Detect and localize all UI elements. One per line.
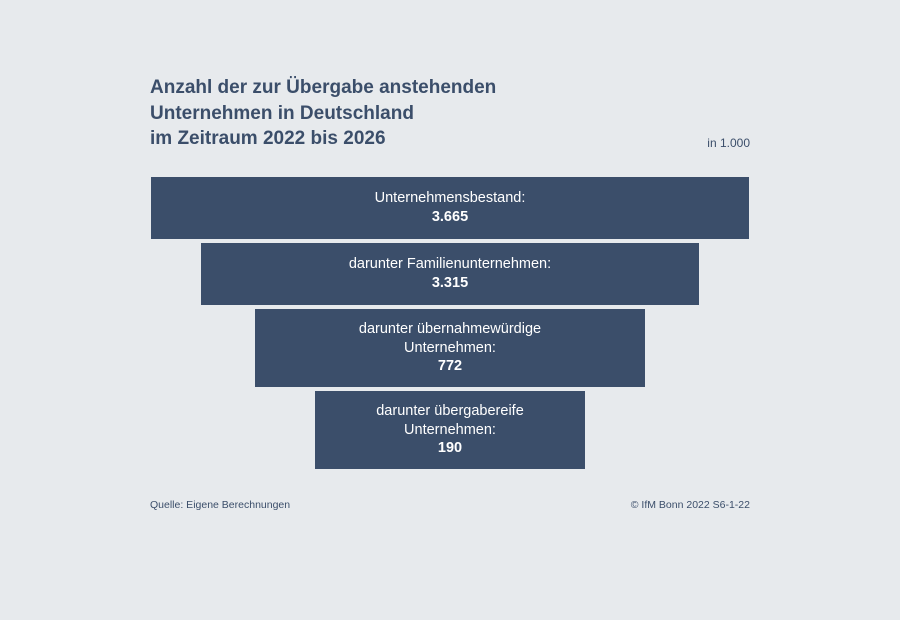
funnel-step-value: 3.315: [432, 274, 468, 293]
chart-footer: Quelle: Eigene Berechnungen © IfM Bonn 2…: [150, 499, 750, 511]
funnel-step: darunter übergabereifeUnternehmen:190: [315, 391, 585, 469]
source-label: Quelle: Eigene Berechnungen: [150, 499, 290, 511]
chart-title: Anzahl der zur Übergabe anstehenden Unte…: [150, 75, 496, 152]
copyright-label: © IfM Bonn 2022 S6-1-22: [631, 499, 750, 511]
chart-container: Anzahl der zur Übergabe anstehenden Unte…: [150, 75, 750, 511]
funnel-chart: Unternehmensbestand:3.665darunter Famili…: [150, 177, 750, 469]
funnel-step-value: 190: [438, 439, 462, 458]
funnel-step-value: 772: [438, 357, 462, 376]
funnel-step-label: darunter Familienunternehmen:: [349, 255, 551, 274]
chart-header: Anzahl der zur Übergabe anstehenden Unte…: [150, 75, 750, 152]
funnel-step-value: 3.665: [432, 208, 468, 227]
funnel-step-label: darunter übergabereife: [376, 402, 524, 421]
unit-label: in 1.000: [707, 136, 750, 152]
funnel-step: darunter übernahmewürdigeUnternehmen:772: [255, 309, 645, 387]
funnel-step-label: Unternehmen:: [404, 339, 496, 358]
title-line-1: Anzahl der zur Übergabe anstehenden: [150, 75, 496, 101]
funnel-step-label: darunter übernahmewürdige: [359, 320, 541, 339]
title-line-3: im Zeitraum 2022 bis 2026: [150, 126, 496, 152]
title-line-2: Unternehmen in Deutschland: [150, 101, 496, 127]
funnel-step: darunter Familienunternehmen:3.315: [201, 243, 699, 305]
funnel-step: Unternehmensbestand:3.665: [151, 177, 749, 239]
funnel-step-label: Unternehmensbestand:: [375, 189, 526, 208]
funnel-step-label: Unternehmen:: [404, 421, 496, 440]
